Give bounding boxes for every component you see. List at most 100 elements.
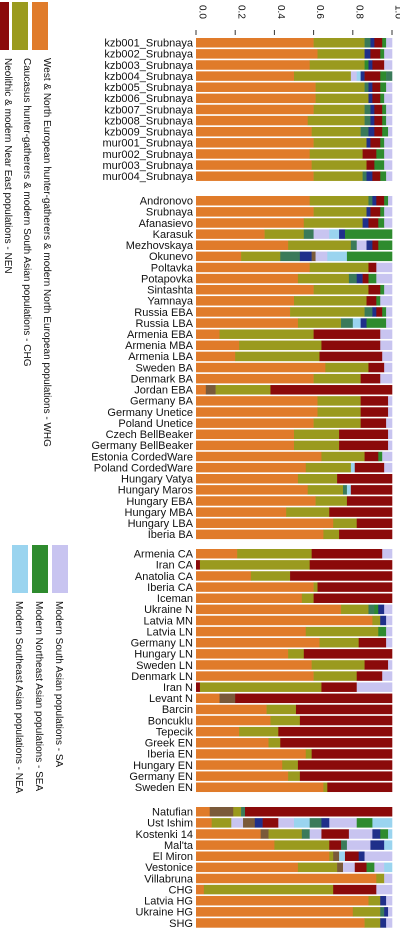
bar-segment-NEN (321, 829, 350, 839)
bar-1-26 (196, 485, 393, 495)
bar-segment-WHG (196, 771, 289, 781)
bar-segment-CHG (294, 71, 352, 81)
bar-segment-SA (386, 895, 393, 906)
bar-segment-CHG (239, 726, 279, 737)
bar-segment-NEA (352, 318, 361, 328)
bar-segment-WHG (196, 340, 240, 351)
bar-segment-NEN (364, 451, 379, 462)
bar-segment-WHG (196, 171, 314, 181)
bar-segment-comp8 (241, 807, 246, 817)
bar-segment-WHG (196, 207, 314, 217)
bar-2-8 (196, 637, 393, 648)
bar-segment-CHG (376, 873, 385, 884)
bar-segment-NEN (339, 440, 389, 451)
bar-segment-SA (386, 626, 393, 637)
sample-label: Afanasievo (139, 218, 193, 230)
bar-0-2 (196, 60, 393, 70)
tick-label: 1.0 (393, 5, 400, 19)
bar-segment-WHG (196, 138, 314, 148)
sample-label: Denmark BA (131, 373, 194, 385)
bar-segment-NEN (358, 637, 387, 648)
bar-segment-NEN (376, 196, 385, 206)
bar-segment-NEN (299, 715, 393, 726)
bar-segment-comp7 (358, 851, 365, 861)
bar-segment-SA (386, 115, 393, 126)
sample-label: Ukraine N (144, 604, 193, 616)
bar-segment-WHG (196, 149, 310, 159)
bar-segment-SA (384, 49, 393, 59)
bar-segment-comp8 (364, 115, 371, 126)
bar-segment-SEA (380, 71, 387, 81)
bar-segment-CHG (315, 93, 369, 104)
bar-segment-SA (313, 229, 330, 239)
bar-segment-NEA (384, 862, 393, 873)
bar-segment-SA (382, 351, 393, 362)
bar-segment-CHG (309, 149, 363, 159)
bar-segment-SA (384, 604, 393, 615)
legend-label: Caucasus hunter-gatherers & modern South… (21, 58, 32, 367)
bar-segment-NEN (339, 529, 393, 540)
bar-1-9 (196, 296, 393, 306)
bar-segment-CHG (301, 593, 314, 603)
bar-segment-NEN (372, 171, 381, 181)
sample-label: Jordan EBA (134, 385, 193, 397)
sample-label: Potapovka (141, 273, 194, 285)
bar-segment-NEA (346, 485, 352, 495)
bar-segment-SA (356, 682, 393, 692)
bar-2-0 (196, 549, 393, 559)
bar-segment-comp8 (364, 38, 371, 48)
sample-label: Hungary LN (134, 649, 193, 661)
sample-label: Sweden BA (136, 362, 194, 374)
bar-segment-SA (384, 462, 393, 473)
bar-segment-WHG (196, 38, 314, 48)
sample-label: Armenia EBA (127, 329, 194, 341)
bar-segment-NEN (364, 660, 389, 670)
legend-swatch (32, 2, 48, 50)
bar-2-3 (196, 582, 393, 592)
bar-segment-WHG (196, 671, 314, 681)
bar-segment-comp8 (348, 273, 358, 284)
sample-label: Hungary LBA (128, 518, 194, 530)
bar-segment-comp7 (299, 251, 312, 262)
bar-segment-CHG (313, 284, 369, 295)
bar-segment-NEN (333, 884, 377, 895)
bar-segment-CHG (317, 407, 361, 417)
bar-segment-NEN (262, 818, 279, 828)
bar-segment-CHG (297, 318, 342, 328)
tick-label: 0.0 (197, 5, 208, 19)
bar-segment-CHG (311, 660, 365, 670)
bar-0-12 (196, 171, 393, 181)
bar-segment-comp9 (311, 251, 316, 262)
bar-3-10 (196, 918, 393, 928)
bar-0-6 (196, 104, 393, 115)
sample-label: Poland CordedWare (94, 462, 193, 474)
sample-label: Germany BellBeaker (92, 440, 194, 452)
bar-segment-SA (388, 196, 393, 206)
legend-swatch (12, 545, 28, 593)
bar-segment-SEA (366, 862, 375, 873)
bar-segment-NEA (294, 818, 310, 828)
bar-segment-CHG (307, 115, 365, 126)
bar-segment-CHG (297, 474, 338, 484)
bar-segment-CHG (268, 829, 303, 839)
bar-segment-NEN (321, 682, 358, 692)
bar-segment-WHG (196, 351, 236, 362)
bar-segment-SEA (366, 318, 387, 328)
bar-segment-SEA (382, 115, 387, 126)
bar-segment-WHG (196, 451, 322, 462)
bar-segment-CHG (364, 918, 381, 928)
bar-segment-WHG (196, 496, 316, 506)
bar-segment-comp7 (360, 318, 367, 328)
bar-0-1 (196, 49, 393, 59)
bar-segment-comp9 (205, 385, 216, 395)
bar-segment-WHG (196, 373, 314, 384)
bar-1-5 (196, 251, 393, 262)
sample-label: Ukraine HG (136, 907, 193, 919)
sample-label: kzb008_Srubnaya (104, 115, 194, 127)
bar-segment-SA (278, 818, 295, 828)
bar-1-2 (196, 218, 393, 228)
bar-segment-NEN (362, 149, 377, 159)
bar-2-9 (196, 649, 393, 659)
bar-segment-SEA (376, 149, 385, 159)
bar-segment-WHG (196, 649, 289, 659)
